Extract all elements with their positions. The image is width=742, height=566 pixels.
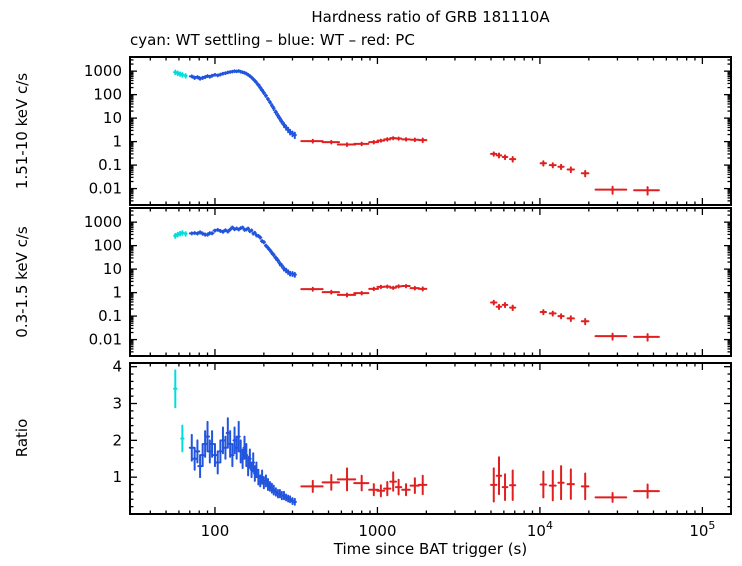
y-tick-label: 1 [112, 133, 122, 151]
x-tick-label: 1000 [358, 522, 396, 540]
series-wt-settling [173, 369, 185, 453]
x-tick-label: 105 [689, 519, 715, 540]
chart-title: Hardness ratio of GRB 181110A [311, 8, 550, 26]
y-tick-label: 0.1 [98, 156, 122, 174]
x-tick-label: 104 [527, 519, 553, 540]
series-wt [188, 69, 297, 140]
series-wt [188, 417, 297, 506]
series-pc [300, 136, 660, 196]
y-tick-label: 100 [93, 237, 122, 255]
y-tick-label: 0.1 [98, 307, 122, 325]
series-pc [300, 456, 660, 503]
panel-frame [129, 362, 732, 515]
series-pc [300, 283, 660, 342]
y-axis-label-ratio: Ratio [13, 418, 31, 458]
y-tick-label: 0.01 [89, 331, 122, 349]
y-tick-label: 1000 [84, 62, 122, 80]
y-tick-label: 100 [93, 86, 122, 104]
y-tick-label: 4 [112, 358, 122, 376]
y-tick-label: 2 [112, 431, 122, 449]
y-tick-label: 3 [112, 395, 122, 413]
y-tick-label: 0.01 [89, 180, 122, 198]
series-wt-settling [173, 230, 188, 239]
y-tick-label: 1000 [84, 213, 122, 231]
y-axis-label-hard-band: 1.51-10 keV c/s [13, 72, 31, 190]
series-wt-settling [173, 69, 188, 79]
panel-frame [129, 56, 732, 206]
y-axis-label-soft-band: 0.3-1.5 keV c/s [13, 226, 31, 338]
y-tick-label: 10 [103, 260, 122, 278]
chart-subtitle: cyan: WT settling – blue: WT – red: PC [130, 31, 415, 49]
y-tick-label: 10 [103, 109, 122, 127]
y-tick-label: 1 [112, 284, 122, 302]
x-tick-label: 100 [201, 522, 230, 540]
panel-frame [129, 207, 732, 357]
series-wt [188, 225, 297, 278]
y-tick-label: 1 [112, 468, 122, 486]
x-axis-label: Time since BAT trigger (s) [333, 540, 528, 558]
